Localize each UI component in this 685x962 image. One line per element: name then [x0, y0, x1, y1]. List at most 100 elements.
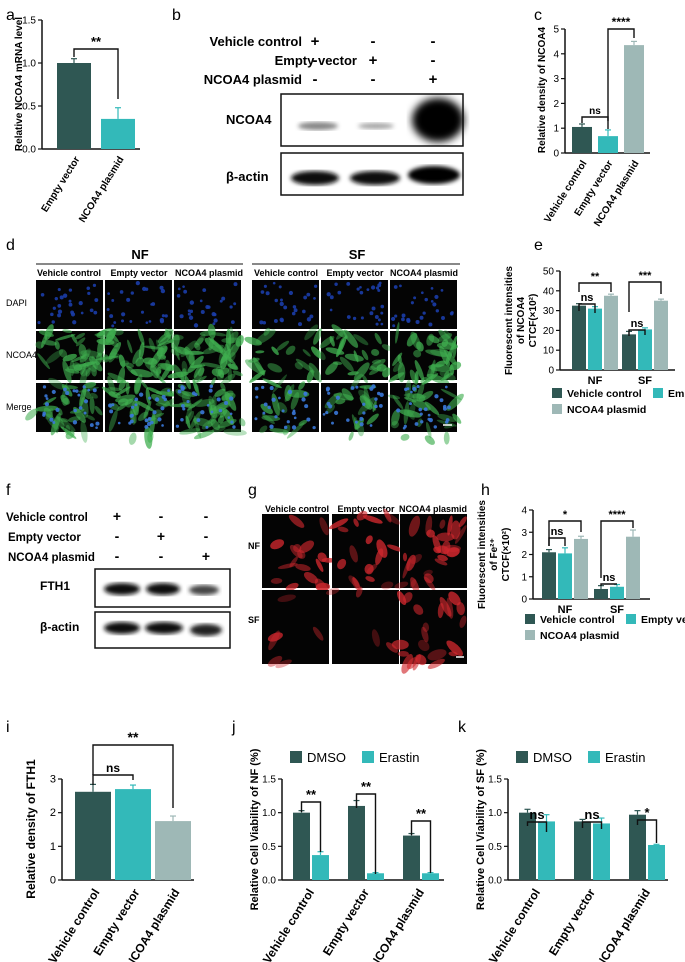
d-tile-merge-1-nucleus: [117, 421, 121, 425]
h-0-0-bar: [542, 552, 556, 599]
d-tile-dapi-5-nucleus: [401, 313, 406, 318]
blotb-signs-sign-2-2: +: [429, 71, 438, 88]
d-tile-merge-2-cell: [213, 403, 232, 412]
h-legend-swatch: [525, 630, 535, 640]
d-tile-ncoa4-2-cell: [227, 341, 241, 359]
panel-label-c: c: [534, 7, 542, 24]
d-tile-merge-1-cell: [133, 377, 141, 395]
d-tile-ncoa4-5-cell: [392, 361, 404, 372]
d-tile-merge-0-nucleus: [95, 426, 98, 430]
g-tile-1-2-cell: [427, 658, 445, 670]
d-tile-merge-1-nucleus: [108, 403, 113, 408]
d-tile-ncoa4-0-cell: [58, 349, 68, 358]
g-tile-1-2-cell: [456, 602, 465, 616]
g-tile-1-2: [391, 590, 467, 674]
d-tile-ncoa4-5-cell: [428, 364, 453, 372]
h-y-tick-label: 2: [521, 550, 527, 561]
d-tile-ncoa4-0-cell: [75, 337, 86, 347]
blot-f-row-empty: Empty vector: [8, 532, 81, 544]
d-tile-merge-1-nucleus: [134, 403, 138, 407]
k-legend-label: Erastin: [605, 750, 645, 765]
d-tile-merge-3-nucleus: [267, 405, 271, 410]
d-tile-dapi-2-nucleus: [179, 314, 184, 319]
d-tile-ncoa4-4-cell: [368, 366, 382, 376]
h-y-tick-label: 4: [521, 506, 527, 517]
a-y-tick-label: 1.5: [22, 16, 36, 27]
d-col-plasmid-sf: NCOA4 plasmid: [390, 268, 458, 278]
j-legend-label: Erastin: [379, 750, 419, 765]
d-tile-merge-4-nucleus: [328, 404, 333, 409]
d-tile-merge-0-cell: [94, 405, 103, 416]
d-col-vehicle-sf: Vehicle control: [254, 268, 318, 278]
g-tile-0-1-cell: [349, 545, 359, 563]
chart-e: 0 10 20 30 40 50 Fluorescent intensities of NCO…: [504, 266, 685, 416]
d-tile-ncoa4-2-cell: [188, 352, 195, 367]
d-tile-ncoa4-3-cell: [255, 329, 276, 345]
d-tile-dapi-5-nucleus: [430, 300, 434, 303]
d-tile-ncoa4-1-cell: [152, 369, 168, 387]
d-row-dapi: DAPI: [6, 298, 27, 308]
d-image-grid: [25, 280, 464, 449]
d-tile-merge-3-nucleus: [291, 425, 297, 430]
d-tile-ncoa4-1-cell: [159, 346, 167, 359]
d-tile-ncoa4-3-cell: [302, 349, 311, 357]
d-tile-ncoa4-1-cell: [108, 341, 122, 360]
d-tile-ncoa4-4-cell: [336, 335, 347, 358]
d-tile-merge-3: [252, 374, 319, 439]
d-tile-dapi-2-nucleus: [221, 296, 226, 301]
d-tile-ncoa4-1-cell: [113, 329, 124, 336]
d-tile-merge-4-nucleus: [325, 410, 329, 415]
d-tile-dapi-0-nucleus: [68, 288, 73, 292]
d-tile-dapi-1-nucleus: [159, 285, 164, 290]
d-tile-ncoa4-0-cell: [64, 368, 80, 374]
d-tile-merge-5-nucleus: [416, 384, 420, 389]
d-tile-ncoa4-5-cell: [443, 370, 450, 380]
d-tile-merge-5-nucleus: [410, 390, 413, 394]
g-tile-1-1-cell: [355, 586, 363, 598]
d-tile-merge-4-cell: [325, 404, 336, 414]
d-tile-dapi-3: [252, 280, 319, 329]
k-y-tick-label: 0.5: [488, 842, 502, 853]
d-tile-ncoa4-3-cell: [306, 369, 314, 383]
d-tile-ncoa4-2-cell: [194, 334, 206, 349]
d-tile-dapi-2-nucleus: [233, 282, 238, 287]
j-y-label: Relative Cell Viability of NF (%): [249, 748, 261, 910]
d-tile-dapi-5-nucleus: [406, 318, 411, 323]
a-y-tick-label: 0.0: [22, 145, 36, 156]
d-tile-dapi-5-nucleus: [391, 316, 396, 322]
d-tile-merge-0-nucleus: [89, 423, 94, 428]
d-tile-dapi-2-nucleus: [202, 288, 207, 293]
d-tile-dapi-0-nucleus: [57, 304, 62, 308]
d-tile-dapi-4-nucleus: [374, 315, 379, 319]
d-tile-merge-0-nucleus: [72, 389, 76, 393]
c-sig-label: ns: [589, 106, 601, 117]
h-legend-label: Vehicle control: [540, 614, 615, 626]
a-0-bar: [57, 63, 91, 149]
d-tile-dapi-0-nucleus: [62, 293, 68, 298]
d-tile-ncoa4-4-cell: [361, 349, 369, 361]
d-tile-ncoa4-2-cell: [220, 355, 228, 370]
blotf-signs-sign-0-2: -: [204, 508, 209, 524]
d-tile-merge-0-nucleus: [75, 389, 79, 393]
blot-b-actin-band-1: [291, 171, 339, 185]
d-col-vehicle-nf: Vehicle control: [37, 268, 101, 278]
d-tile-dapi-0-nucleus: [52, 306, 56, 310]
d-tile-dapi-2-nucleus: [213, 318, 218, 323]
d-tile-dapi-4-nucleus: [329, 308, 333, 312]
d-tile-dapi-3-nucleus: [279, 301, 284, 307]
blot-b-signs: + - - - + - - - +: [311, 33, 438, 88]
d-tile-dapi-5: [390, 280, 457, 329]
g-tile-0-2-cell: [441, 540, 451, 554]
h-legend-label: Empty vector: [641, 614, 685, 626]
k-sig-label: *: [644, 805, 650, 820]
d-tile-merge-2-cell: [194, 430, 215, 440]
d-tile-merge-0-nucleus: [72, 420, 78, 425]
d-tile-merge-1-nucleus: [152, 410, 157, 415]
d-tile-merge-5-cell: [443, 431, 450, 445]
g-tile-0-2-cell: [439, 519, 446, 529]
d-tile-merge-5-nucleus: [414, 422, 419, 426]
d-tile-dapi-4: [321, 280, 388, 329]
d-tile-dapi-2: [174, 280, 241, 329]
e-legend-swatch: [552, 388, 562, 398]
d-tile-merge-1-cell: [108, 391, 121, 399]
